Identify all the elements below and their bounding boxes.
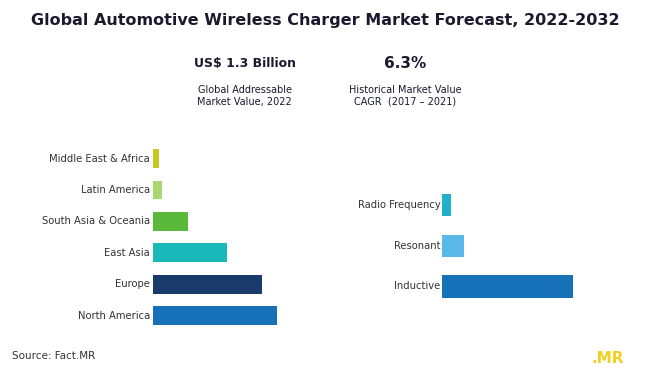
Bar <box>153 181 162 200</box>
Text: East Asia: East Asia <box>104 248 150 258</box>
Bar <box>153 275 262 294</box>
Text: Built-in Charger Type
Market Share, 2021: Built-in Charger Type Market Share, 2021 <box>514 85 617 107</box>
Text: 6.3%: 6.3% <box>384 56 426 71</box>
Bar <box>442 275 573 298</box>
Text: Europe: Europe <box>115 279 150 289</box>
Text: Radio Frequency: Radio Frequency <box>358 200 441 210</box>
Text: Historical Market Value
CAGR  (2017 – 2021): Historical Market Value CAGR (2017 – 202… <box>349 85 462 107</box>
Text: South Asia & Oceania: South Asia & Oceania <box>42 216 150 226</box>
Text: Market Split by Region, 2022: Market Split by Region, 2022 <box>72 123 254 133</box>
Text: Global Market Value CAGR
(2022 – 2032): Global Market Value CAGR (2022 – 2032) <box>20 85 149 107</box>
Text: North America: North America <box>77 311 150 321</box>
Text: Global Automotive Wireless Charger Market Forecast, 2022-2032: Global Automotive Wireless Charger Marke… <box>31 13 619 28</box>
Text: Latin America: Latin America <box>81 185 150 195</box>
Bar <box>153 212 188 231</box>
Bar <box>153 243 227 262</box>
Text: Source: Fact.MR: Source: Fact.MR <box>12 351 95 361</box>
Text: Global Addressable
Market Value, 2022: Global Addressable Market Value, 2022 <box>198 85 292 107</box>
Text: US$ 1.3 Billion: US$ 1.3 Billion <box>194 57 296 70</box>
Text: .MR: .MR <box>592 351 624 366</box>
Text: 21.9%: 21.9% <box>58 56 110 71</box>
Bar <box>442 194 452 216</box>
Bar <box>153 149 159 168</box>
Text: Resonant: Resonant <box>394 241 441 251</box>
Text: Inductive: Inductive <box>394 282 441 291</box>
Text: Middle East & Africa: Middle East & Africa <box>49 154 150 163</box>
Text: Market Split by Technology, 2022: Market Split by Technology, 2022 <box>384 123 592 133</box>
Text: Fact: Fact <box>552 351 589 366</box>
Bar <box>442 235 464 257</box>
Text: 83.4%: 83.4% <box>540 56 592 71</box>
Bar <box>153 306 277 325</box>
